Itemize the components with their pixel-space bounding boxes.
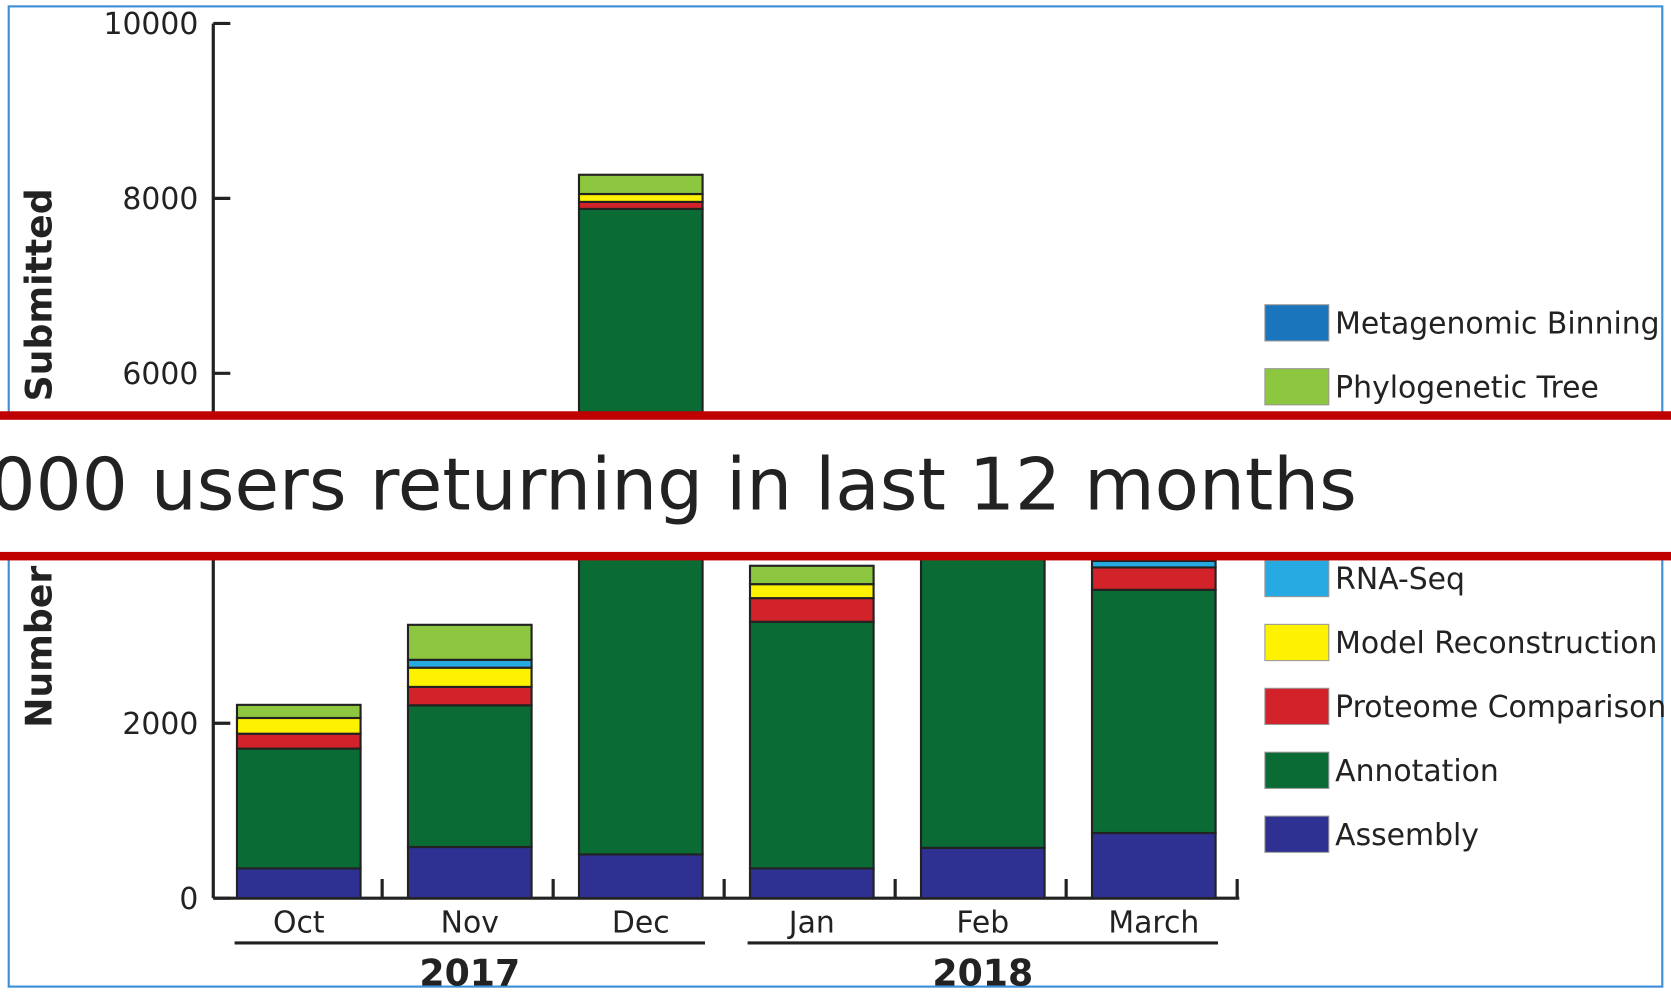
- year-label: 2018: [932, 952, 1033, 993]
- legend-swatch: [1264, 368, 1330, 406]
- bar-segment: [577, 853, 704, 900]
- bar-segment: [235, 732, 362, 750]
- bar-segment: [406, 658, 533, 669]
- legend-swatch: [1264, 751, 1330, 789]
- bar-segment: [406, 845, 533, 900]
- legend-label: Assembly: [1335, 818, 1479, 853]
- bar-segment: [1090, 831, 1217, 900]
- legend-swatch: [1264, 559, 1330, 598]
- bar-segment: [235, 703, 362, 720]
- bar-segment: [1090, 588, 1217, 835]
- x-tick-label: Oct: [273, 905, 325, 940]
- legend-label: Proteome Comparison: [1335, 690, 1666, 725]
- legend-swatch: [1264, 623, 1330, 662]
- banner-box: [0, 411, 1671, 561]
- y-tick-label: 2000: [122, 707, 198, 742]
- bar-segment: [748, 620, 875, 870]
- x-tick-label: Feb: [956, 905, 1009, 940]
- x-tick-label: Nov: [441, 905, 499, 940]
- bar-segment: [406, 685, 533, 707]
- x-tick-label: Jan: [787, 905, 835, 940]
- y-tick-label: 0: [179, 882, 198, 917]
- year-label: 2017: [419, 952, 520, 993]
- legend-swatch: [1264, 304, 1330, 342]
- x-tick-label: Dec: [612, 905, 670, 940]
- bar-segment: [406, 704, 533, 849]
- legend-swatch: [1264, 687, 1330, 726]
- bar-segment: [235, 747, 362, 870]
- legend-label: Model Reconstruction: [1335, 626, 1657, 661]
- bar-segment: [748, 597, 875, 623]
- bar-segment: [406, 666, 533, 688]
- bar-segment: [748, 564, 875, 586]
- bar-segment: [406, 623, 533, 661]
- bar-segment: [919, 549, 1046, 849]
- bar-segment: [919, 846, 1046, 900]
- y-tick-label: 8000: [122, 182, 198, 217]
- banner-text: 000 users returning in last 12 months: [0, 443, 1357, 527]
- bar-segment: [235, 867, 362, 900]
- bar-segment: [577, 192, 704, 203]
- bar-segment: [1090, 559, 1217, 569]
- y-tick-label: 6000: [122, 357, 198, 392]
- legend-swatch: [1264, 815, 1330, 853]
- bar-segment: [748, 867, 875, 900]
- x-tick-label: March: [1108, 905, 1199, 940]
- legend-label: Metagenomic Binning: [1335, 306, 1659, 341]
- bar-segment: [1090, 566, 1217, 591]
- bar-segment: [748, 583, 875, 600]
- bar-segment: [235, 716, 362, 735]
- legend-label: Phylogenetic Tree: [1335, 370, 1599, 405]
- y-tick-label: 10000: [103, 7, 198, 42]
- bar-segment: [577, 173, 704, 196]
- legend-label: RNA-Seq: [1335, 562, 1465, 597]
- legend-label: Annotation: [1335, 754, 1499, 789]
